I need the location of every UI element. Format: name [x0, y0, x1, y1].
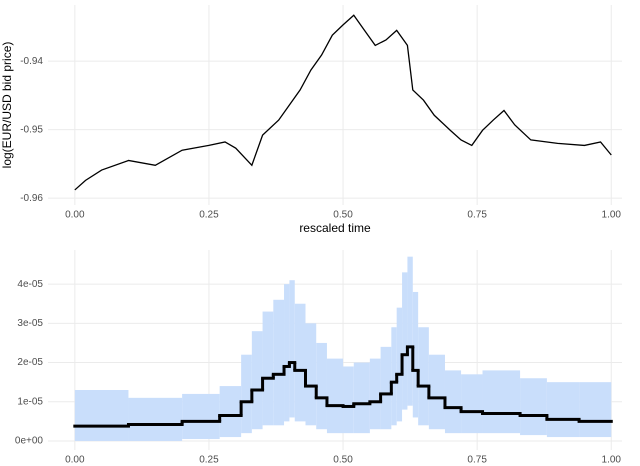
band: [579, 382, 612, 438]
x-tick-label: 0.75: [467, 455, 487, 466]
band: [391, 327, 397, 426]
x-tick-label: 0.75: [467, 210, 487, 221]
y-tick-label: -0.96: [20, 193, 43, 204]
x-tick-label: 0.50: [333, 455, 353, 466]
band: [251, 331, 263, 430]
band: [461, 374, 483, 434]
band: [182, 393, 220, 440]
y-tick-label: 4e-05: [17, 279, 43, 290]
x-tick-label: 0.00: [65, 455, 85, 466]
x-axis-title: rescaled time: [299, 221, 371, 235]
y-axis-title: log(EUR/USD bid price): [0, 42, 14, 169]
y-tick-label: -0.95: [20, 124, 43, 135]
x-tick-label: 0.25: [199, 210, 219, 221]
band: [219, 386, 242, 438]
band: [412, 291, 419, 418]
band: [396, 307, 403, 422]
x-tick-label: 0.50: [333, 210, 353, 221]
band: [241, 354, 252, 434]
band: [74, 390, 129, 441]
band: [380, 346, 392, 430]
y-tick-label: 2e-05: [17, 357, 43, 368]
band: [284, 284, 290, 422]
x-tick-label: 0.25: [199, 455, 219, 466]
band: [407, 256, 413, 406]
band: [316, 342, 327, 430]
band: [546, 382, 580, 438]
band: [402, 272, 408, 410]
band: [418, 327, 429, 426]
y-tick-label: 0e+00: [15, 436, 44, 447]
band: [262, 311, 274, 426]
band: [444, 370, 462, 434]
y-tick-label: -0.94: [20, 56, 43, 67]
x-tick-label: 1.00: [602, 455, 622, 466]
x-tick-label: 1.00: [602, 210, 622, 221]
band: [305, 323, 317, 426]
band: [428, 354, 445, 430]
band: [369, 358, 381, 430]
band: [326, 358, 344, 434]
y-tick-label: 1e-05: [17, 396, 43, 407]
band: [294, 303, 306, 422]
band: [343, 366, 354, 434]
x-tick-label: 0.00: [65, 210, 85, 221]
band: [128, 397, 183, 441]
band: [520, 378, 547, 436]
band: [289, 280, 295, 418]
y-tick-label: 3e-05: [17, 318, 43, 329]
band: [353, 362, 370, 434]
price-line: [74, 14, 612, 191]
band: [482, 370, 521, 434]
band: [273, 299, 285, 426]
